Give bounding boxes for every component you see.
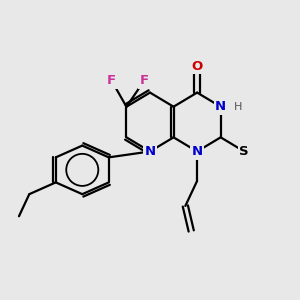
Text: O: O — [191, 60, 203, 73]
Text: N: N — [191, 145, 203, 158]
Text: F: F — [107, 74, 116, 87]
Text: N: N — [144, 145, 156, 158]
Text: S: S — [239, 145, 249, 158]
Text: N: N — [215, 100, 226, 113]
Text: F: F — [140, 74, 149, 87]
Text: H: H — [234, 102, 242, 112]
